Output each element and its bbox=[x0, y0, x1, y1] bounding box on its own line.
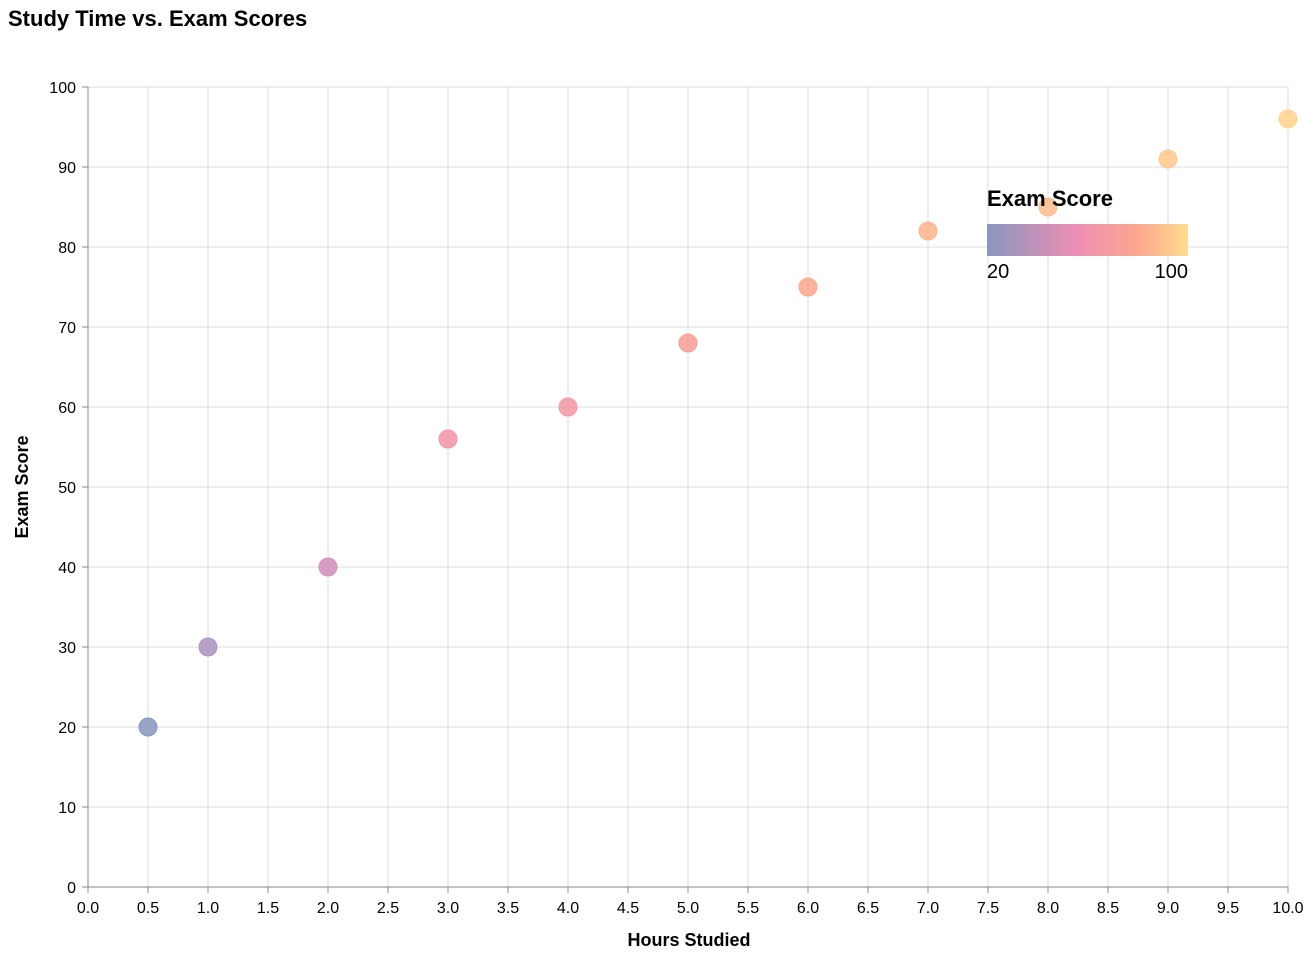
y-tick-label: 20 bbox=[58, 720, 76, 737]
x-tick-label: 1.0 bbox=[197, 900, 219, 917]
legend-title: Exam Score bbox=[987, 186, 1113, 211]
data-points bbox=[138, 109, 1298, 737]
data-point bbox=[1278, 109, 1298, 129]
y-tick-label: 0 bbox=[67, 880, 76, 897]
y-tick-label: 90 bbox=[58, 160, 76, 177]
x-axis-title: Hours Studied bbox=[627, 930, 750, 950]
x-tick-label: 4.5 bbox=[617, 900, 639, 917]
x-tick-label: 8.0 bbox=[1037, 900, 1059, 917]
data-point bbox=[678, 333, 698, 353]
y-tick-label: 100 bbox=[49, 80, 76, 97]
x-tick-label: 9.5 bbox=[1217, 900, 1239, 917]
x-tick-label: 1.5 bbox=[257, 900, 279, 917]
x-tick-label: 10.0 bbox=[1272, 900, 1303, 917]
y-tick-label: 10 bbox=[58, 800, 76, 817]
x-tick-label: 3.5 bbox=[497, 900, 519, 917]
x-tick-label: 5.0 bbox=[677, 900, 699, 917]
x-tick-label: 9.0 bbox=[1157, 900, 1179, 917]
x-tick-label: 4.0 bbox=[557, 900, 579, 917]
y-tick-label: 80 bbox=[58, 240, 76, 257]
axes: 0.0 0.5 1.0 1.5 2.0 2.5 3.0 3.5 4.0 4.5 5.0 5.5 6.0 6… bbox=[49, 80, 1303, 917]
y-tick-label: 50 bbox=[58, 480, 76, 497]
x-tick-label: 5.5 bbox=[737, 900, 759, 917]
x-tick-label: 3.0 bbox=[437, 900, 459, 917]
y-tick-label: 40 bbox=[58, 560, 76, 577]
data-point bbox=[138, 717, 158, 737]
x-tick-label: 6.5 bbox=[857, 900, 879, 917]
legend-max-label: 100 bbox=[1155, 261, 1188, 283]
x-tick-label: 7.0 bbox=[917, 900, 939, 917]
data-point bbox=[318, 557, 338, 577]
data-point bbox=[558, 397, 578, 417]
data-point bbox=[438, 429, 458, 449]
y-tick-label: 30 bbox=[58, 640, 76, 657]
x-tick-label: 0.0 bbox=[77, 900, 99, 917]
x-tick-label: 7.5 bbox=[977, 900, 999, 917]
legend-min-label: 20 bbox=[987, 261, 1009, 283]
y-tick-label: 70 bbox=[58, 320, 76, 337]
x-tick-label: 0.5 bbox=[137, 900, 159, 917]
data-point bbox=[918, 221, 938, 241]
data-point bbox=[198, 637, 218, 657]
data-point bbox=[1158, 149, 1178, 169]
y-axis-title: Exam Score bbox=[12, 435, 32, 538]
chart-title: Study Time vs. Exam Scores bbox=[8, 6, 308, 31]
y-tick-label: 60 bbox=[58, 400, 76, 417]
data-point bbox=[798, 277, 818, 297]
color-legend: Exam Score 20 100 bbox=[987, 186, 1188, 283]
x-tick-label: 2.0 bbox=[317, 900, 339, 917]
x-tick-label: 8.5 bbox=[1097, 900, 1119, 917]
x-tick-label: 6.0 bbox=[797, 900, 819, 917]
x-tick-label: 2.5 bbox=[377, 900, 399, 917]
data-point bbox=[1038, 197, 1058, 217]
legend-gradient-bar bbox=[987, 224, 1188, 256]
